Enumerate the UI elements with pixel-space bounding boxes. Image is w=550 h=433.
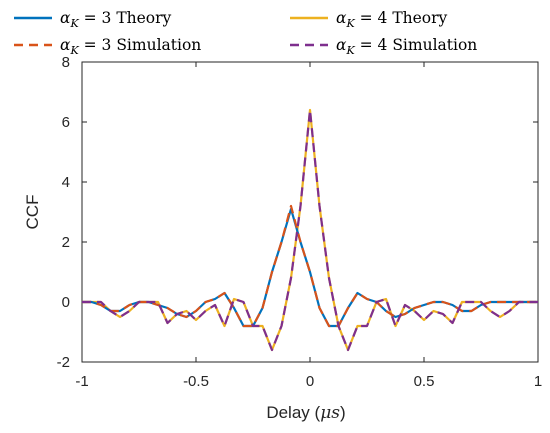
legend-label: αK = 4 Theory xyxy=(336,9,448,30)
legend-label: αK = 3 Theory xyxy=(60,9,172,30)
legend: αK = 3 Theory αK = 4 Theory αK = 3 Simulat… xyxy=(14,9,477,57)
y-tick-label: 4 xyxy=(62,174,70,191)
series-line-2 xyxy=(82,204,538,328)
series-line-1 xyxy=(82,108,538,352)
x-tick-label: 1 xyxy=(534,373,542,390)
plot-area xyxy=(81,61,539,363)
legend-label: αK = 3 Simulation xyxy=(60,36,201,57)
y-axis-label: CCF xyxy=(23,195,42,230)
series-layer xyxy=(82,108,538,352)
x-axis-ticks: -1 -0.5 0 0.5 1 xyxy=(75,62,542,390)
x-tick-label: -0.5 xyxy=(183,373,209,390)
x-tick-label: 0.5 xyxy=(414,373,435,390)
x-tick-label: 0 xyxy=(306,373,314,390)
x-axis-label: Delay (μs) xyxy=(266,403,345,423)
y-tick-label: 2 xyxy=(62,234,70,251)
y-tick-label: -2 xyxy=(57,354,70,371)
x-tick-label: -1 xyxy=(75,373,88,390)
y-tick-label: 6 xyxy=(62,114,70,131)
y-tick-label: 8 xyxy=(62,54,70,71)
axes-box xyxy=(81,61,539,363)
legend-label: αK = 4 Simulation xyxy=(336,36,477,57)
y-tick-label: 0 xyxy=(62,294,70,311)
y-axis-ticks: -2 0 2 4 6 8 xyxy=(57,54,538,371)
